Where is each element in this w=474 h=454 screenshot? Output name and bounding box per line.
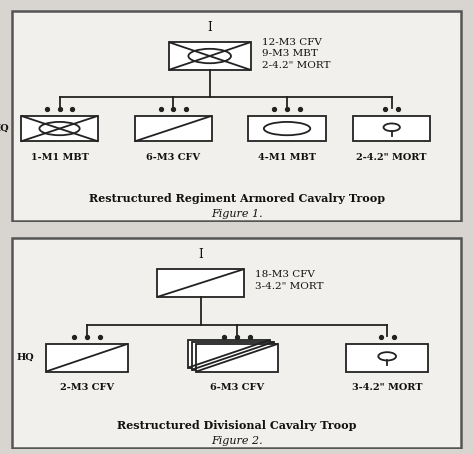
Bar <box>157 269 244 297</box>
Text: 2-M3 CFV: 2-M3 CFV <box>60 383 114 392</box>
Bar <box>46 344 128 371</box>
Text: I: I <box>207 20 212 34</box>
Ellipse shape <box>39 122 80 135</box>
Text: HQ: HQ <box>17 353 35 362</box>
Bar <box>169 42 251 70</box>
Text: 6-M3 CFV: 6-M3 CFV <box>210 383 264 392</box>
Ellipse shape <box>264 122 310 135</box>
Bar <box>196 344 278 371</box>
Text: Restructured Divisional Cavalry Troop: Restructured Divisional Cavalry Troop <box>117 420 357 431</box>
Text: HQ: HQ <box>0 124 9 133</box>
Text: 18-M3 CFV
3-4.2" MORT: 18-M3 CFV 3-4.2" MORT <box>255 271 324 291</box>
Bar <box>21 116 98 141</box>
Text: 6-M3 CFV: 6-M3 CFV <box>146 153 201 162</box>
Text: Restructured Regiment Armored Cavalry Troop: Restructured Regiment Armored Cavalry Tr… <box>89 193 385 204</box>
Text: Figure 1.: Figure 1. <box>211 209 263 219</box>
Bar <box>188 340 270 368</box>
Bar <box>135 116 212 141</box>
Bar <box>248 116 326 141</box>
Text: 2-4.2" MORT: 2-4.2" MORT <box>356 153 427 162</box>
Bar <box>346 344 428 371</box>
Text: I: I <box>198 247 203 261</box>
Bar <box>353 116 430 141</box>
Bar <box>192 342 274 370</box>
Text: Figure 2.: Figure 2. <box>211 436 263 446</box>
Ellipse shape <box>188 49 231 63</box>
Text: 12-M3 CFV
9-M3 MBT
2-4.2" MORT: 12-M3 CFV 9-M3 MBT 2-4.2" MORT <box>262 38 330 70</box>
Text: 1-M1 MBT: 1-M1 MBT <box>31 153 89 162</box>
Text: 3-4.2" MORT: 3-4.2" MORT <box>352 383 422 392</box>
Text: 4-M1 MBT: 4-M1 MBT <box>258 153 316 162</box>
